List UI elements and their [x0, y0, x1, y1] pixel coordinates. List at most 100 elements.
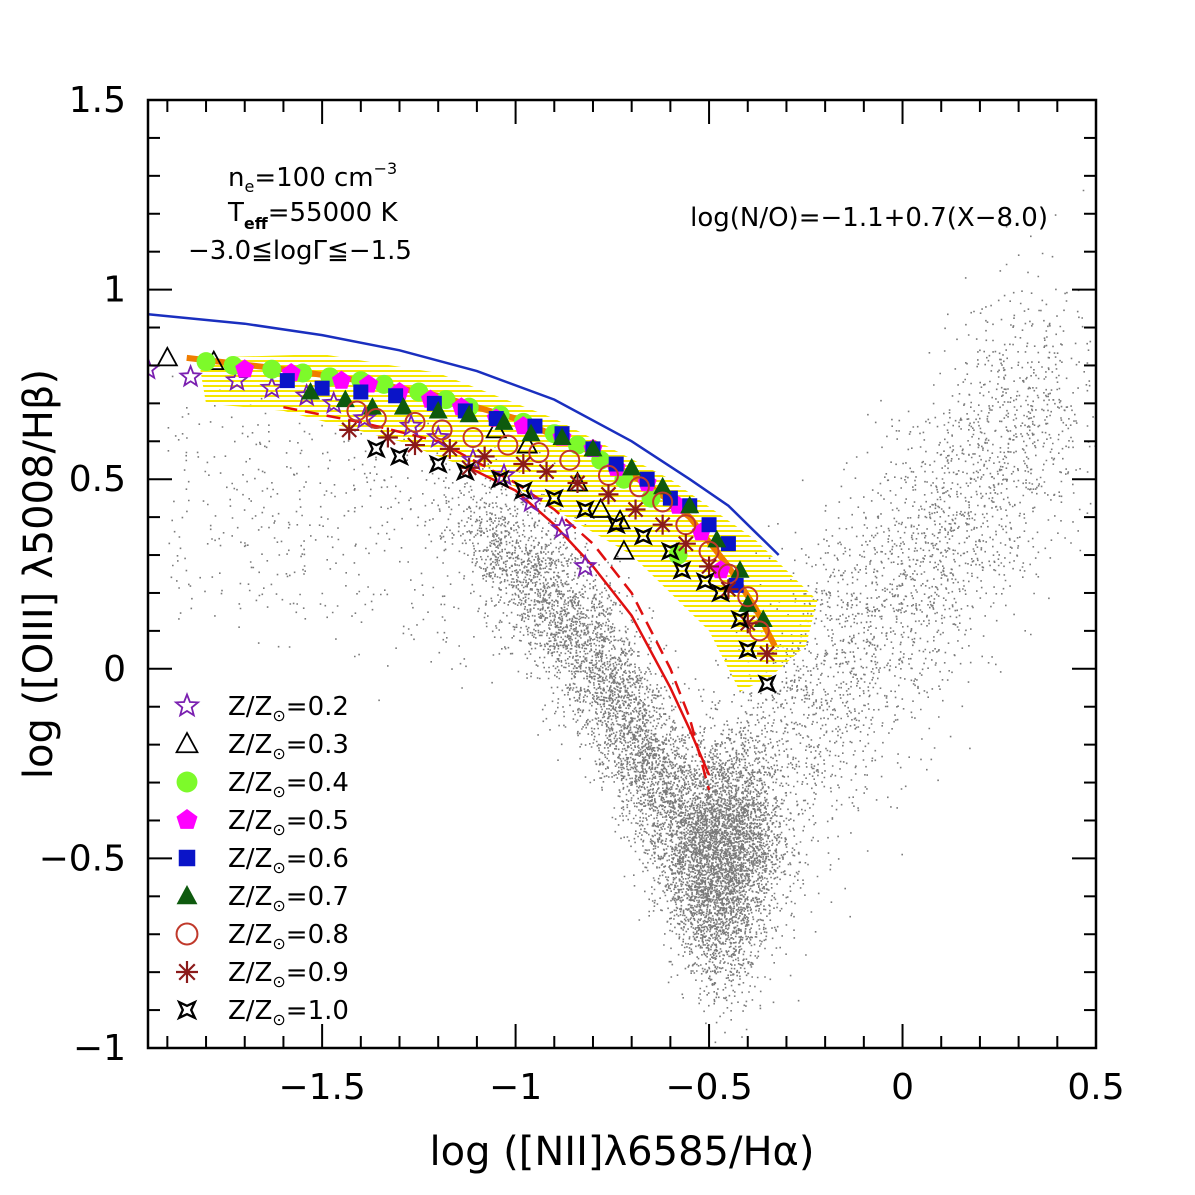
data-point	[459, 457, 480, 478]
line-stasinska-2006	[283, 405, 711, 791]
data-point	[568, 435, 588, 455]
data-point	[156, 345, 179, 367]
legend-marker	[176, 961, 198, 983]
data-point	[518, 489, 544, 513]
legend: Z/Z⊙=0.2 Z/Z⊙=0.3 Z/Z⊙=0.4 Z/Z⊙=0.5 Z/Z⊙=0.6…	[173, 692, 349, 1029]
model-series	[148, 345, 778, 694]
x-axis-label: log ([NII]λ6585/Hα)	[429, 1129, 814, 1175]
legend-label: Z/Z⊙=1.0	[228, 996, 349, 1029]
data-point	[652, 514, 673, 535]
data-point	[567, 472, 588, 493]
y-tick-label: 0	[103, 649, 126, 690]
data-point	[346, 400, 368, 422]
data-point	[462, 426, 484, 448]
data-point	[757, 643, 778, 664]
legend-item: Z/Z⊙=0.3	[175, 730, 349, 763]
data-point	[335, 389, 355, 408]
y-tick-label: −1	[73, 1028, 126, 1069]
data-point	[366, 439, 386, 459]
data-point	[738, 640, 758, 660]
data-point	[711, 583, 731, 603]
data-point	[494, 412, 514, 430]
data-point	[455, 462, 475, 482]
legend-marker	[173, 692, 201, 718]
data-point	[612, 539, 635, 560]
annotations: ne=100 cm−3 Teff=55000 K −3.0≦logΓ≦−1.5 …	[188, 159, 1048, 266]
data-point	[544, 488, 564, 508]
data-point	[314, 380, 330, 396]
data-point	[404, 411, 426, 433]
series-z-1.0	[366, 439, 777, 694]
data-point	[536, 461, 557, 482]
data-point	[178, 363, 203, 388]
data-point	[598, 484, 619, 505]
background-galaxy-dots	[167, 189, 1096, 1044]
plot-frame	[146, 98, 1098, 1050]
legend-label: Z/Z⊙=0.9	[228, 958, 349, 991]
legend-marker	[175, 922, 199, 946]
axis-ticks: −1.5 −1 −0.5 0 0.5 −1 −0.5 0 0.5 1 1.5	[39, 80, 1125, 1108]
data-point	[720, 536, 736, 552]
data-point	[301, 381, 321, 400]
data-point	[701, 517, 717, 533]
data-point	[513, 481, 533, 501]
legend-item: Z/Z⊙=0.9	[176, 958, 349, 991]
data-point	[625, 499, 646, 520]
data-point	[474, 446, 495, 467]
legend-item: Z/Z⊙=0.8	[175, 920, 349, 953]
data-point	[730, 560, 750, 578]
data-point	[639, 471, 655, 487]
data-point	[606, 515, 626, 535]
data-point	[652, 491, 674, 513]
data-point	[353, 384, 369, 400]
legend-label: Z/Z⊙=0.2	[228, 692, 349, 725]
series-z-0.7	[301, 381, 773, 628]
density-annotation: ne=100 cm−3	[228, 159, 397, 196]
data-point	[431, 419, 453, 441]
data-point	[259, 375, 285, 399]
data-point	[660, 541, 680, 561]
y-tick-label: 0.5	[69, 459, 126, 500]
data-point	[235, 359, 255, 378]
x-tick-label: −1	[489, 1067, 542, 1108]
data-point	[521, 423, 541, 442]
legend-label: Z/Z⊙=0.3	[228, 730, 349, 763]
legend-label: Z/Z⊙=0.6	[228, 844, 349, 877]
x-tick-label: −1.5	[278, 1067, 365, 1108]
data-point	[695, 572, 715, 592]
data-point	[622, 457, 642, 476]
legend-item: Z/Z⊙=0.7	[176, 882, 349, 915]
legend-label: Z/Z⊙=0.5	[228, 806, 349, 839]
data-point	[404, 435, 425, 456]
legend-marker	[176, 809, 198, 829]
data-point	[572, 553, 598, 577]
data-point	[497, 434, 519, 456]
data-point	[388, 388, 404, 404]
data-point	[757, 674, 777, 694]
legend-item: Z/Z⊙=1.0	[176, 996, 349, 1029]
legend-label: Z/Z⊙=0.7	[228, 882, 349, 915]
legend-marker	[176, 885, 198, 905]
no-relation-annotation: log(N/O)=−1.1+0.7(X−8.0)	[690, 203, 1048, 233]
data-point	[675, 533, 696, 554]
gamma-annotation: −3.0≦logΓ≦−1.5	[188, 236, 412, 266]
data-point	[428, 454, 448, 474]
x-tick-label: 0	[891, 1067, 914, 1108]
y-axis-label: log ([OIII] λ5008/Hβ)	[16, 369, 62, 779]
data-point	[262, 359, 282, 379]
data-point	[389, 446, 410, 466]
data-point	[362, 397, 382, 415]
legend-item: Z/Z⊙=0.2	[173, 692, 349, 725]
data-point	[549, 515, 575, 540]
data-point	[738, 594, 758, 612]
data-point	[352, 405, 378, 430]
legend-marker	[176, 999, 198, 1021]
legend-label: Z/Z⊙=0.4	[228, 768, 349, 801]
teff-annotation: Teff=55000 K	[227, 198, 398, 233]
legend-item: Z/Z⊙=0.4	[176, 768, 349, 801]
data-point	[680, 495, 700, 514]
data-point	[196, 352, 216, 372]
data-point	[513, 454, 534, 475]
data-point	[575, 500, 595, 520]
